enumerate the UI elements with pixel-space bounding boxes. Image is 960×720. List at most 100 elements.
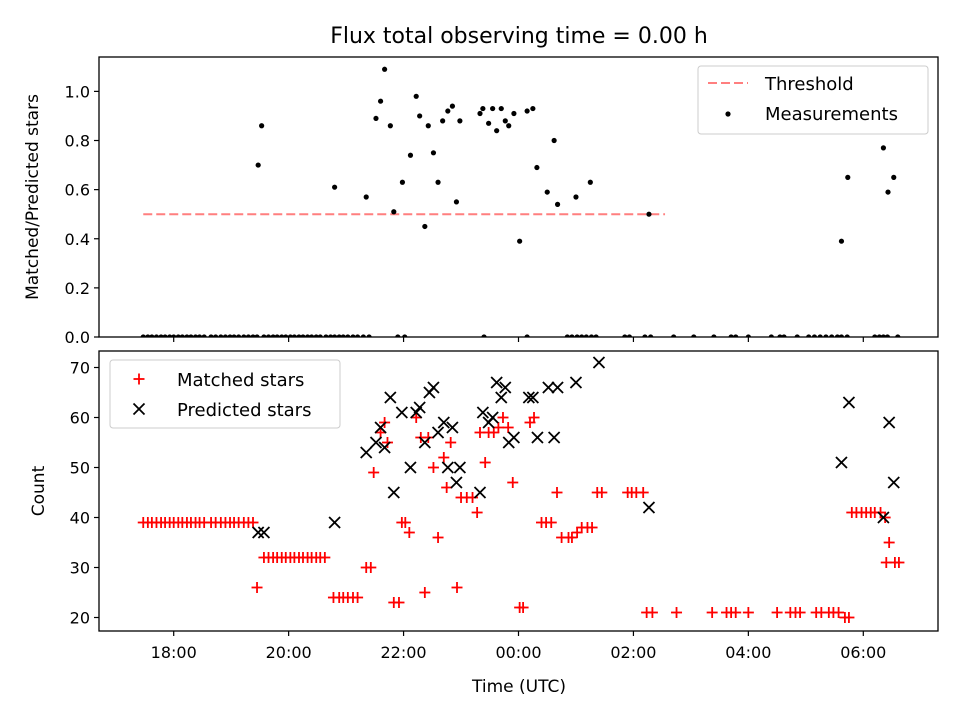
measurement-point — [413, 93, 419, 99]
bottom-xtick-label: 20:00 — [266, 643, 312, 662]
bottom-xtick-label: 00:00 — [495, 643, 541, 662]
measurement-point — [530, 105, 536, 112]
measurement-point — [480, 105, 486, 112]
matched-point — [422, 432, 434, 443]
matched-point — [571, 527, 583, 538]
matched-point — [517, 602, 529, 613]
measurement-point — [587, 179, 593, 185]
matched-point — [492, 422, 504, 433]
bottom-plot-area — [137, 356, 905, 623]
measurement-point — [377, 98, 384, 104]
matched-point — [706, 607, 718, 618]
top-ytick-label: 0.4 — [65, 230, 90, 249]
predicted-point — [453, 461, 467, 474]
measurement-point — [506, 123, 512, 129]
predicted-point — [877, 511, 890, 524]
predicted-point — [431, 426, 445, 439]
matched-point — [471, 507, 483, 518]
measurement-point — [494, 128, 500, 134]
measurement-point — [422, 223, 428, 230]
matched-point — [352, 592, 364, 603]
predicted-point — [413, 401, 426, 414]
matched-point — [451, 582, 463, 593]
legend-matched-swatch — [133, 373, 145, 385]
measurement-point — [387, 123, 393, 129]
matched-point — [319, 552, 331, 563]
matched-point — [410, 412, 422, 423]
predicted-point — [328, 516, 341, 529]
predicted-point — [395, 406, 408, 419]
measurement-point — [517, 238, 523, 244]
matched-point — [502, 422, 514, 433]
bottom-ytick-label: 70 — [70, 359, 90, 378]
bottom-xtick-label: 18:00 — [151, 643, 197, 662]
predicted-point — [441, 461, 454, 474]
legend-threshold-label: Threshold — [764, 74, 854, 95]
measurement-point — [490, 105, 496, 112]
predicted-point — [418, 436, 431, 449]
predicted-point — [427, 381, 440, 394]
matched-point — [883, 537, 895, 548]
predicted-point — [384, 391, 397, 404]
measurement-point — [259, 123, 265, 129]
measurement-point — [885, 189, 891, 195]
bottom-panel: Count Time (UTC) 20 30 40 50 60 70 18:00 20:00… — [29, 350, 939, 697]
matched-point — [637, 487, 649, 498]
predicted-point — [495, 391, 508, 404]
matched-point — [794, 607, 806, 618]
matched-point — [566, 532, 578, 543]
predicted-point — [569, 376, 583, 389]
top-ytick-label: 0.0 — [65, 328, 90, 347]
bottom-ylabel: Count — [29, 465, 49, 516]
predicted-point — [360, 446, 373, 459]
legend-measurement-label: Measurements — [765, 104, 898, 125]
measurement-point — [332, 184, 338, 190]
predicted-point — [842, 396, 856, 409]
matched-point — [742, 607, 754, 618]
matched-point — [596, 487, 608, 498]
measurement-point — [449, 103, 456, 109]
matched-point — [488, 427, 500, 438]
measurement-point — [417, 113, 423, 119]
bottom-y-axis: 20 30 40 50 60 70 — [70, 359, 99, 628]
measurement-point — [498, 105, 504, 112]
matched-point — [445, 437, 457, 448]
top-legend: Threshold Measurements — [697, 65, 929, 135]
matched-point — [671, 607, 683, 618]
matched-point — [251, 582, 263, 593]
legend-predicted-swatch — [132, 402, 146, 416]
matched-point — [419, 587, 431, 598]
predicted-point — [522, 391, 535, 404]
matched-point — [875, 507, 887, 518]
predicted-point — [437, 416, 450, 429]
matched-point — [893, 557, 905, 568]
measurement-point — [477, 110, 483, 117]
predicted-point — [476, 406, 490, 419]
measurement-point — [880, 145, 887, 151]
bottom-ytick-label: 30 — [70, 559, 90, 578]
bottom-legend: Matched stars Predicted stars — [109, 359, 341, 429]
matched-point — [545, 517, 557, 528]
top-ytick-label: 1.0 — [65, 82, 90, 101]
predicted-point — [446, 421, 459, 434]
matched-point — [403, 527, 415, 538]
bottom-ytick-label: 60 — [70, 409, 90, 428]
measurement-point — [486, 120, 492, 126]
measurement-point — [457, 118, 463, 124]
predicted-point — [486, 411, 499, 424]
matched-point — [381, 437, 393, 448]
matched-point — [247, 517, 259, 528]
measurement-point — [382, 66, 388, 72]
predicted-point — [551, 381, 564, 394]
measurement-point — [391, 209, 397, 215]
measurement-point — [399, 179, 406, 185]
matched-point — [365, 562, 377, 573]
measurement-point — [363, 194, 369, 200]
predicted-point — [490, 376, 503, 389]
top-ytick-label: 0.8 — [65, 132, 90, 151]
top-legend-box — [697, 65, 929, 135]
bottom-ytick-label: 40 — [70, 509, 90, 528]
predicted-point — [547, 431, 561, 444]
predicted-point — [887, 476, 900, 489]
measurement-point — [838, 238, 845, 244]
